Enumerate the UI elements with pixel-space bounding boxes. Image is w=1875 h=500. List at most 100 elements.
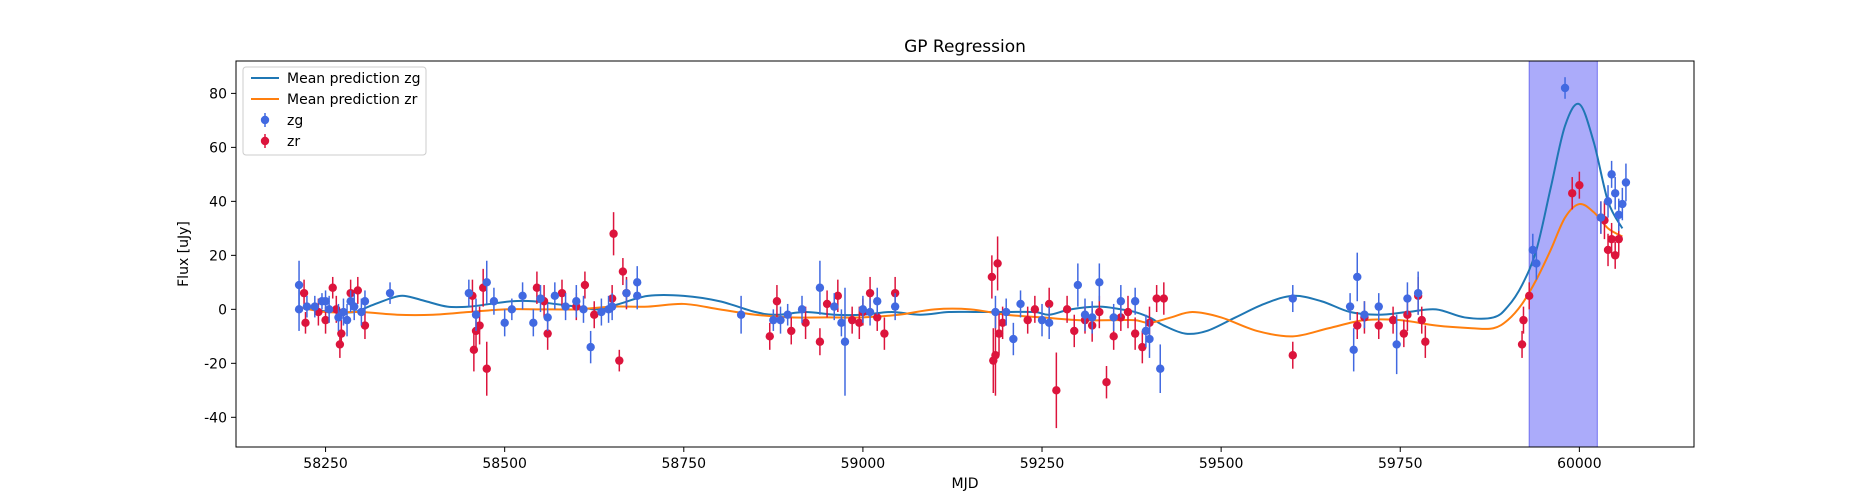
zg-data-point [507, 305, 517, 314]
x-tick-label: 59250 [1020, 456, 1065, 472]
x-tick-label: 59750 [1378, 456, 1423, 472]
zg-data-point [482, 278, 491, 287]
zg-data-point [294, 305, 304, 314]
zr-data-point [337, 329, 346, 338]
zg-data-point [607, 302, 617, 311]
zr-data-point [299, 288, 309, 298]
zr-data-point [321, 315, 330, 325]
legend-zg-marker [260, 115, 270, 125]
zg-data-point [310, 302, 320, 311]
zg-data-point [572, 297, 581, 306]
zg-data-point [776, 315, 785, 325]
zg-data-point [1392, 340, 1401, 349]
zg-data-point [736, 310, 746, 319]
zr-data-point [475, 321, 484, 330]
legend: Mean prediction zg Mean prediction zr zg… [242, 66, 427, 156]
zr-data-point [469, 345, 479, 355]
zr-data-point [833, 291, 843, 301]
zr-data-point [1044, 299, 1054, 309]
zr-data-point [615, 356, 624, 365]
zr-data-point [543, 329, 552, 338]
zg-data-point [536, 294, 545, 303]
zg-data-point [302, 302, 312, 311]
zr-data-point [1575, 180, 1584, 190]
chart-title: GP Regression [904, 37, 1026, 57]
zr-data-point [880, 329, 889, 338]
zr-data-point [787, 326, 796, 336]
zr-data-point [1417, 315, 1426, 325]
zg-data-point [529, 318, 538, 328]
zg-data-point [890, 302, 900, 311]
zr-data-point [360, 321, 370, 330]
zg-data-point [350, 302, 359, 311]
zr-data-point [987, 272, 997, 282]
plot-frame [235, 60, 1695, 448]
zr-data-point [847, 315, 857, 325]
y-tick-label: 80 [209, 86, 227, 102]
y-tick-label: -40 [204, 410, 227, 426]
zr-data-point [772, 297, 782, 306]
zr-data-point [822, 299, 832, 309]
zg-data-point [991, 307, 1000, 317]
y-tick-label: 60 [209, 140, 227, 156]
zr-data-point [580, 280, 590, 290]
data-points-layer [294, 77, 1631, 429]
zg-data-point [550, 291, 560, 301]
zg-data-point [1560, 83, 1570, 93]
shaded-region [1528, 61, 1598, 447]
legend-label-zg-points: zg [287, 113, 303, 129]
zg-data-point [357, 307, 366, 317]
zg-data-point [1087, 313, 1097, 322]
zg-data-point [586, 342, 595, 352]
x-tick-label: 59000 [841, 456, 886, 472]
zg-data-point [1345, 302, 1355, 311]
zr-data-point [865, 288, 875, 298]
zr-data-point [1421, 337, 1430, 346]
zg-data-point [1095, 278, 1104, 287]
zg-data-point [1621, 178, 1631, 187]
zr-data-point [557, 288, 567, 298]
legend-swatch-zg-points [260, 113, 270, 127]
zr-data-point [1614, 234, 1623, 244]
zr-data-point [353, 286, 362, 295]
zg-data-point [1403, 294, 1412, 303]
legend-label-zr-points: zr [287, 134, 300, 150]
zr-data-point [1138, 342, 1147, 352]
zg-data-point [339, 307, 348, 317]
zg-data-point [797, 305, 807, 314]
zg-data-point [1610, 189, 1620, 198]
y-tick-label: -20 [204, 356, 227, 372]
zr-data-point [1070, 326, 1079, 336]
y-tick-label: 20 [209, 248, 227, 264]
x-tick-label: 58250 [303, 456, 348, 472]
zg-data-point [1528, 245, 1537, 255]
zr-data-point [590, 310, 599, 319]
y-tick-label: 40 [209, 194, 227, 210]
zg-data-point [1360, 310, 1369, 319]
zg-data-point [1532, 259, 1541, 268]
zg-data-point [840, 337, 850, 346]
zg-data-point [1141, 326, 1151, 336]
legend-swatch-zr-points [260, 134, 270, 148]
zg-data-point [1614, 210, 1623, 220]
zr-data-point [609, 229, 618, 238]
zg-data-point [633, 291, 642, 301]
zr-data-point [1095, 307, 1104, 317]
zg-data-point [342, 315, 352, 325]
zr-data-point [855, 318, 864, 328]
zr-data-point [1123, 307, 1133, 317]
zg-data-point [622, 288, 631, 298]
zr-data-point [1152, 294, 1161, 303]
zr-data-point [1023, 315, 1032, 325]
zg-data-point [1109, 313, 1118, 322]
zr-data-point [998, 318, 1007, 328]
zr-data-point [994, 329, 1004, 338]
zr-data-point [1603, 245, 1613, 255]
legend-label-zr-line: Mean prediction zr [287, 92, 418, 108]
zg-data-point [815, 283, 825, 292]
zg-data-point [1374, 302, 1383, 311]
zg-data-point [1413, 288, 1423, 298]
zg-data-point [334, 313, 343, 322]
zr-data-point [993, 259, 1002, 268]
